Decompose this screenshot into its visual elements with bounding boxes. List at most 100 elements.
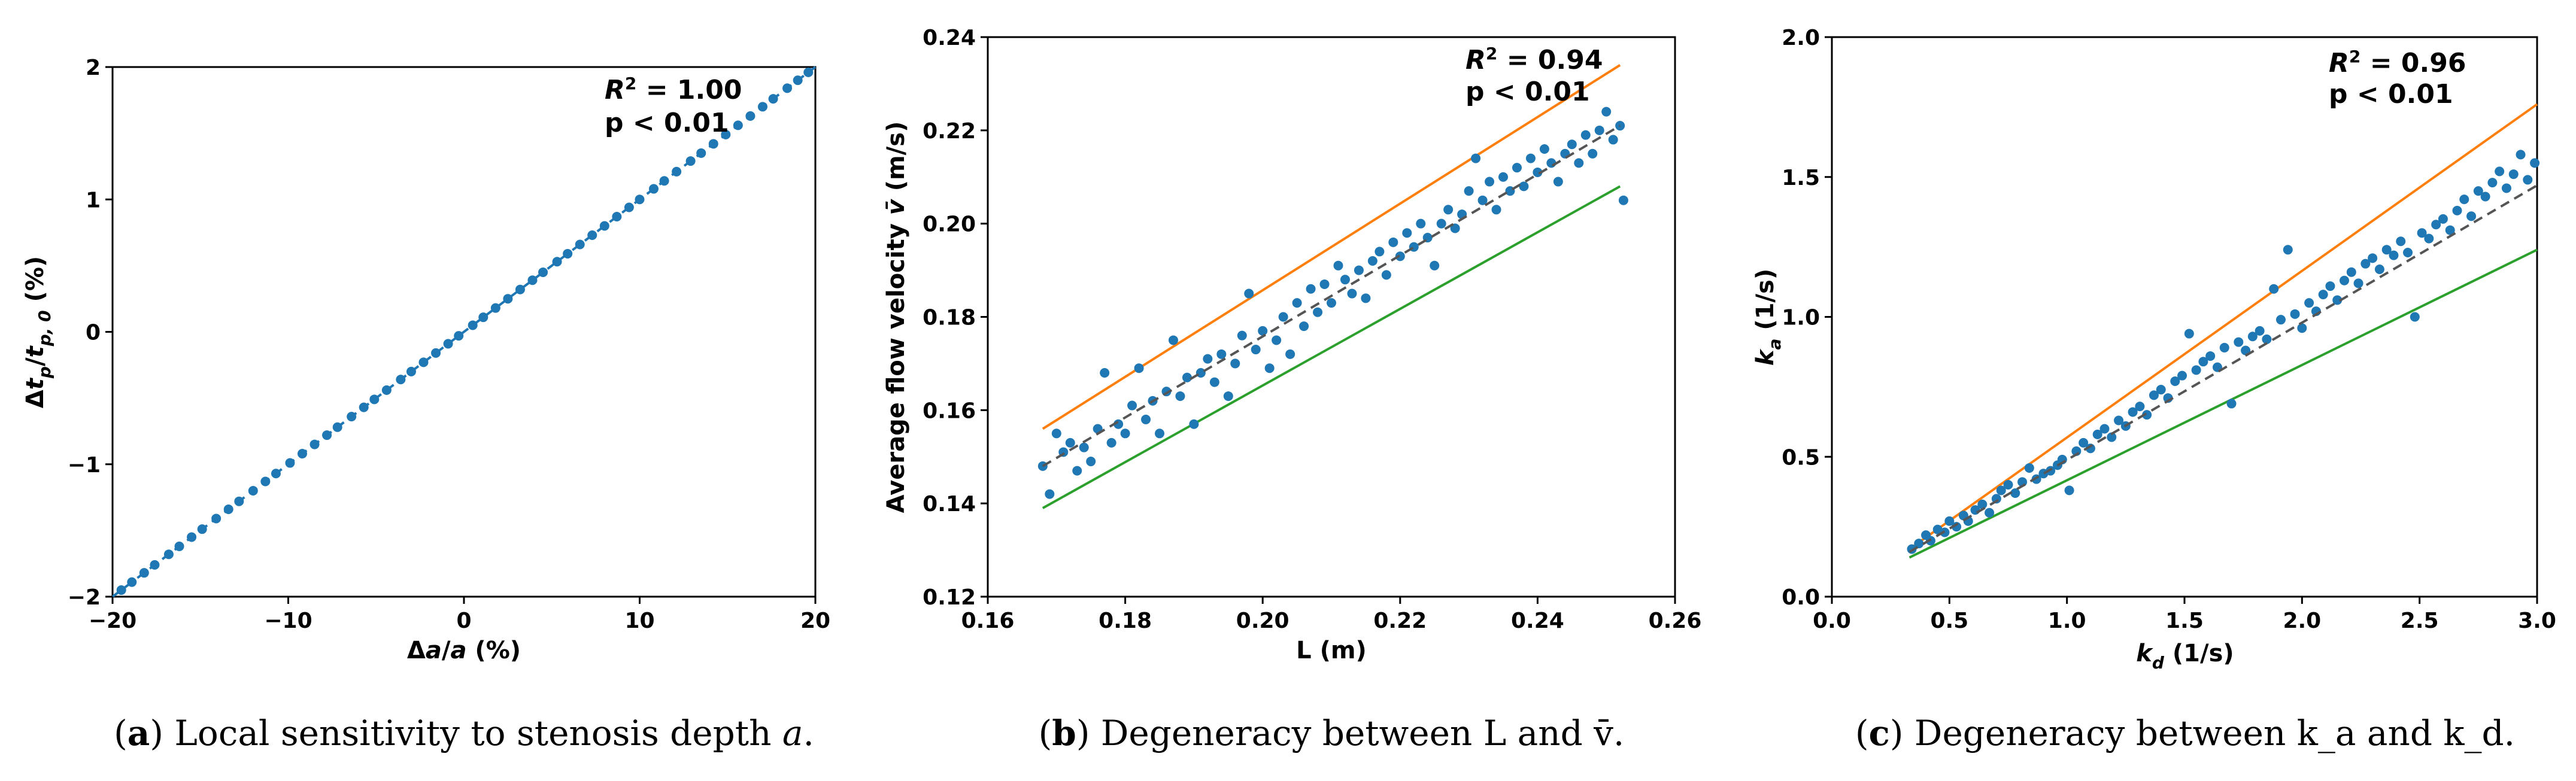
data-point	[1306, 284, 1316, 294]
data-point	[1977, 499, 1988, 509]
data-point	[2410, 312, 2420, 322]
data-point	[1588, 148, 1598, 159]
data-point	[1216, 349, 1227, 359]
x-tick-label: 0.26	[1649, 609, 1702, 633]
data-point	[1601, 107, 1612, 117]
data-point	[1464, 186, 1474, 196]
data-point	[1127, 400, 1137, 411]
data-point	[1251, 345, 1261, 355]
data-point	[1580, 130, 1591, 140]
y-tick-label: 0.24	[923, 26, 976, 50]
x-tick-label: 0.0	[1813, 609, 1851, 633]
data-point	[2304, 298, 2314, 308]
x-tick-label: 2.5	[2401, 609, 2439, 633]
y-tick-label: −2	[68, 585, 101, 610]
data-point	[2438, 214, 2448, 224]
data-point	[2431, 220, 2441, 230]
data-point	[1985, 508, 1995, 518]
data-point	[1567, 139, 1577, 150]
x-tick-label: 0.16	[961, 609, 1015, 633]
panel-a-xlabel: Δa/a (%)	[407, 637, 521, 664]
y-tick-label: 1	[86, 188, 101, 212]
data-point	[1045, 489, 1055, 499]
data-point	[1230, 358, 1240, 369]
panel-c-frame	[1831, 36, 2538, 598]
data-point	[1525, 153, 1536, 163]
panel-c-ticks: 0.0 0.5 1.0 1.5 2.0 2.5 3.0 0.0 0.5 1.0 1.5 2.0	[1782, 26, 2556, 633]
data-point	[1491, 205, 1501, 215]
data-point	[2381, 245, 2392, 255]
data-point	[1574, 158, 1584, 168]
data-point	[2396, 236, 2406, 247]
y-tick-label: 0.18	[923, 306, 976, 330]
x-tick-label: 0.20	[1236, 609, 1289, 633]
data-point	[1209, 377, 1219, 387]
data-point	[1450, 223, 1460, 233]
data-point	[2530, 158, 2540, 168]
data-point	[1313, 307, 1323, 317]
data-point	[1141, 414, 1151, 424]
panel-a-ylabel: Δtp/tp, 0 (%)	[22, 256, 54, 408]
data-point	[1416, 218, 1426, 229]
data-point	[1258, 326, 1268, 336]
data-point	[1402, 228, 1412, 238]
data-point	[2107, 432, 2117, 442]
data-point	[1952, 522, 1962, 532]
data-point	[2487, 178, 2498, 188]
panel-b-lower-bound-line	[1042, 185, 1621, 509]
panel-c-lower-bound-line	[1909, 248, 2538, 559]
data-point	[1477, 195, 1488, 205]
data-point	[2079, 437, 2089, 448]
data-point	[2290, 309, 2300, 319]
x-tick-label: 2.0	[2283, 609, 2321, 633]
data-point	[2445, 225, 2455, 235]
data-point	[1539, 144, 1549, 154]
y-tick-label: 0.5	[1782, 445, 1820, 470]
panel-a-marks	[111, 66, 817, 598]
data-point	[1996, 485, 2006, 496]
data-point	[1430, 260, 1440, 271]
data-point	[2516, 150, 2526, 160]
data-point	[1553, 177, 1563, 187]
data-point	[2389, 250, 2399, 260]
data-point	[1471, 153, 1481, 163]
data-point	[1051, 429, 1061, 439]
data-point	[2184, 329, 2194, 339]
data-point	[1333, 260, 1343, 271]
panel-b-ylabel: Average flow velocity v̄ (m/s)	[882, 121, 910, 513]
data-point	[2360, 259, 2371, 269]
x-tick-label: −20	[89, 609, 136, 633]
data-point	[1485, 177, 1495, 187]
y-tick-label: 0.0	[1782, 585, 1820, 610]
data-point	[2473, 186, 2483, 196]
data-point	[1319, 279, 1330, 289]
data-point	[2247, 332, 2258, 342]
data-point	[2452, 205, 2462, 215]
y-tick-label: 1.5	[1782, 166, 1820, 190]
data-point	[1498, 172, 1508, 182]
data-point	[1292, 298, 1302, 308]
data-point	[1100, 368, 1110, 378]
data-point	[1120, 429, 1130, 439]
data-point	[2480, 192, 2490, 202]
data-point	[1203, 354, 1213, 364]
data-point	[1244, 288, 1254, 299]
y-tick-label: 0.12	[923, 585, 976, 610]
data-point	[2226, 399, 2237, 409]
panel-b-annot-r2: R2 = 0.94	[1466, 44, 1603, 75]
panel-c-annot-p: p < 0.01	[2329, 79, 2453, 110]
caption-c: (c) Degeneracy between k_a and k_d.	[1855, 713, 2515, 753]
data-point	[1361, 293, 1371, 303]
panel-c-upper-bound-line	[1909, 103, 2538, 551]
data-point	[2003, 480, 2013, 490]
data-point	[1914, 539, 1924, 549]
data-point	[2346, 267, 2356, 277]
data-point	[1367, 256, 1377, 266]
data-point	[2064, 485, 2074, 496]
data-point	[2255, 326, 2265, 336]
data-point	[1436, 218, 1446, 229]
data-point	[2495, 166, 2505, 177]
panel-b-upper-bound-line	[1042, 64, 1621, 430]
data-point	[1264, 363, 1275, 373]
